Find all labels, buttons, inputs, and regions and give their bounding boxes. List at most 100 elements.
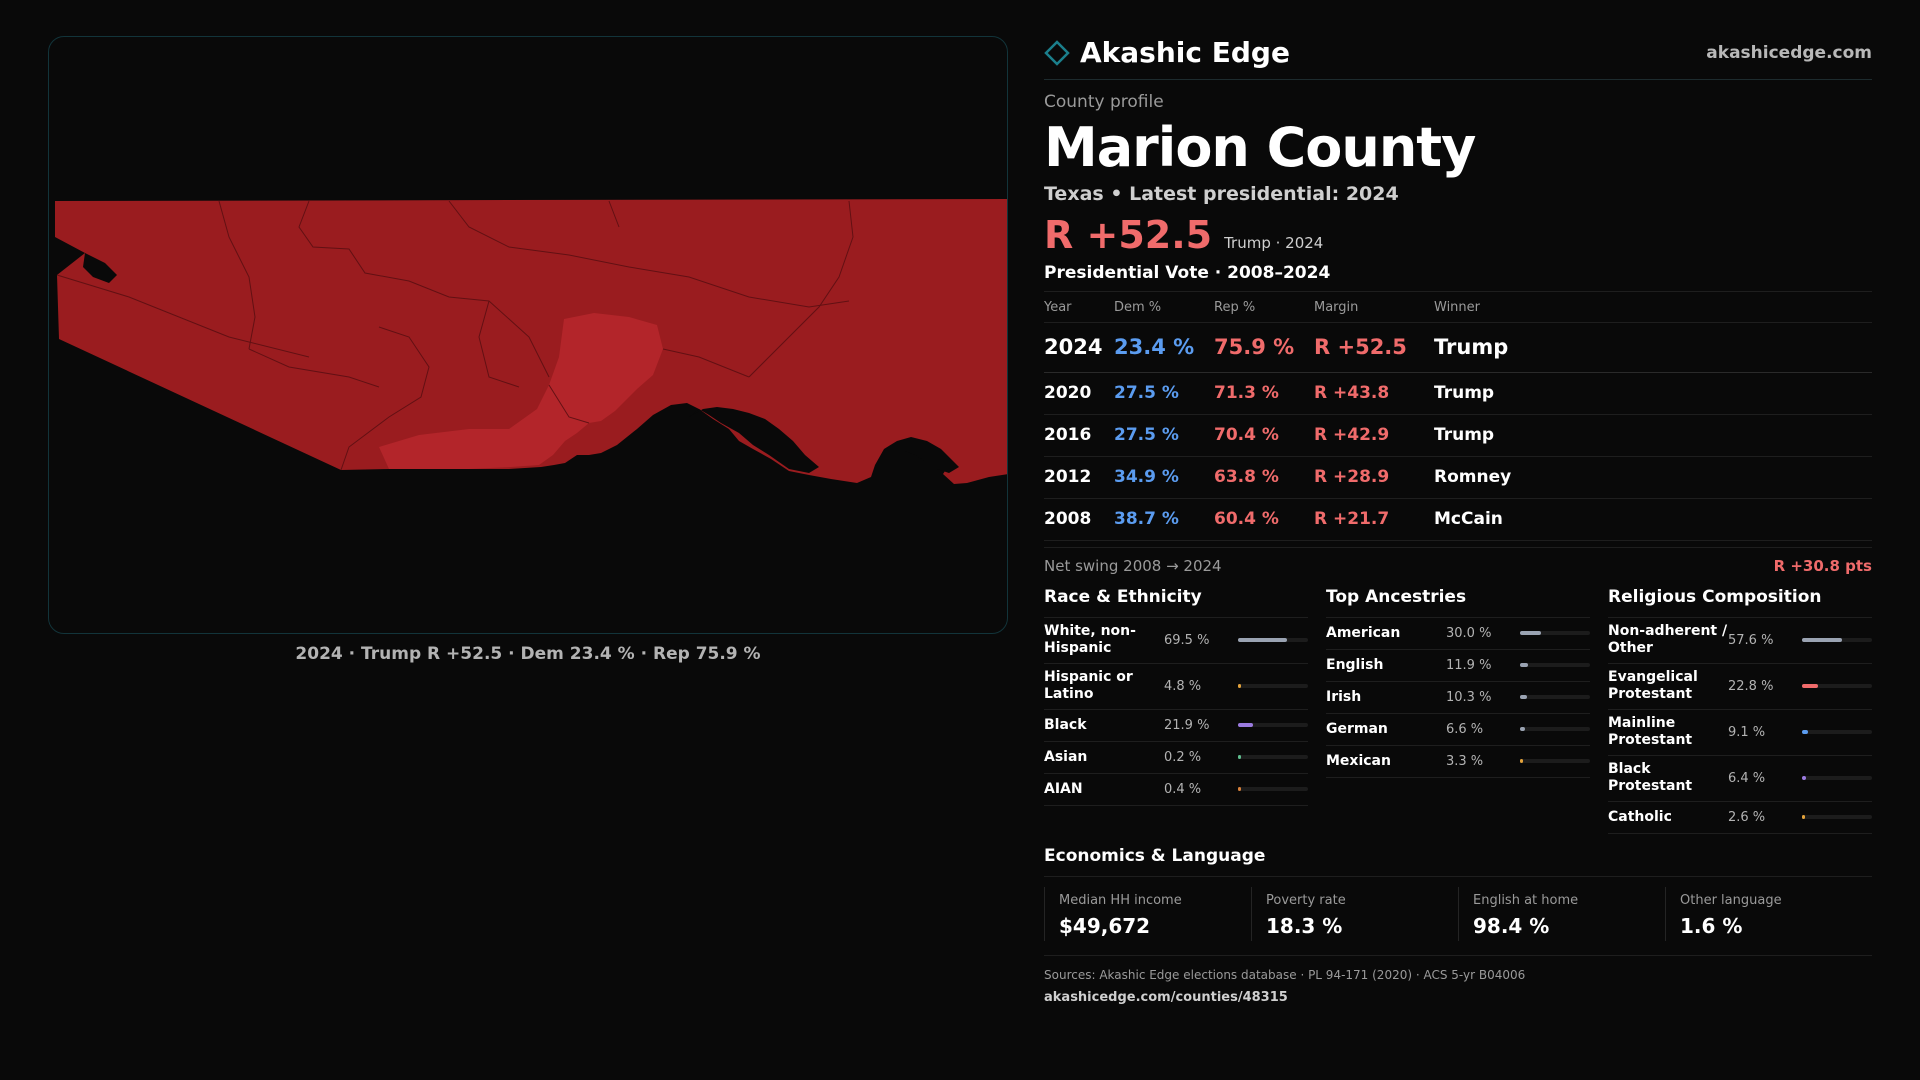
- item-value: 30.0 %: [1446, 625, 1492, 641]
- row-winner: Trump: [1434, 322, 1872, 373]
- ancestry-section-title: Top Ancestries: [1326, 587, 1590, 618]
- item-bar-fill: [1238, 638, 1287, 643]
- row-winner: McCain: [1434, 498, 1872, 541]
- row-margin: R +52.5: [1314, 322, 1434, 373]
- header-year: Year: [1044, 292, 1114, 323]
- econ-label: Median HH income: [1059, 892, 1182, 908]
- item-bar-fill: [1520, 695, 1528, 700]
- row-margin: R +43.8: [1314, 372, 1434, 415]
- brand[interactable]: Akashic Edge: [1044, 36, 1290, 69]
- swing-label: Net swing 2008 → 2024: [1044, 556, 1222, 575]
- header: Akashic Edge akashicedge.com: [1044, 32, 1872, 80]
- list-item: Hispanic or Latino 4.8 %: [1044, 664, 1308, 710]
- shore-water: [897, 437, 959, 473]
- list-item: White, non-Hispanic 69.5 %: [1044, 618, 1308, 664]
- econ-cell-poverty: Poverty rate 18.3 %: [1251, 886, 1458, 941]
- item-bar: [1238, 723, 1308, 728]
- row-winner: Trump: [1434, 372, 1872, 415]
- vote-table: Year Dem % Rep % Margin Winner 2024 23.4…: [1044, 292, 1872, 541]
- row-winner: Trump: [1434, 414, 1872, 457]
- ancestries-section: Top Ancestries American 30.0 % English 11.9…: [1326, 587, 1590, 834]
- item-bar: [1238, 638, 1308, 643]
- county-map[interactable]: [48, 36, 1008, 634]
- item-bar: [1802, 815, 1872, 820]
- item-value: 10.3 %: [1446, 689, 1492, 705]
- row-dem: 38.7 %: [1114, 498, 1214, 541]
- brand-name: Akashic Edge: [1080, 36, 1290, 69]
- item-bar: [1802, 638, 1872, 643]
- row-year: 2020: [1044, 372, 1114, 415]
- item-bar-fill: [1802, 730, 1809, 735]
- econ-label: Other language: [1680, 892, 1782, 908]
- list-item: Mainline Protestant 9.1 %: [1608, 710, 1872, 756]
- item-bar: [1802, 730, 1872, 735]
- list-item: AIAN 0.4 %: [1044, 774, 1308, 806]
- item-bar: [1238, 684, 1308, 689]
- item-bar: [1520, 727, 1590, 732]
- row-rep: 75.9 %: [1214, 322, 1314, 373]
- item-bar-fill: [1802, 776, 1807, 781]
- row-dem: 34.9 %: [1114, 456, 1214, 499]
- header-dem: Dem %: [1114, 292, 1214, 323]
- item-bar: [1238, 787, 1308, 792]
- item-label: Catholic: [1608, 808, 1672, 825]
- item-bar-fill: [1802, 684, 1818, 689]
- row-dem: 27.5 %: [1114, 414, 1214, 457]
- brand-url-link[interactable]: akashicedge.com: [1706, 42, 1872, 63]
- list-item: Mexican 3.3 %: [1326, 746, 1590, 778]
- item-value: 6.4 %: [1728, 770, 1766, 786]
- list-item: Irish 10.3 %: [1326, 682, 1590, 714]
- religion-section-title: Religious Composition: [1608, 587, 1872, 618]
- row-rep: 70.4 %: [1214, 414, 1314, 457]
- row-year: 2008: [1044, 498, 1114, 541]
- row-dem: 23.4 %: [1114, 322, 1214, 373]
- row-year: 2012: [1044, 456, 1114, 499]
- item-label: Mainline Protestant: [1608, 714, 1693, 749]
- header-rep: Rep %: [1214, 292, 1314, 323]
- item-label: Black Protestant: [1608, 760, 1693, 795]
- swing-value: R +30.8 pts: [1773, 556, 1872, 575]
- lake-area-region: [379, 313, 663, 469]
- item-bar: [1520, 631, 1590, 636]
- item-value: 0.2 %: [1164, 749, 1202, 765]
- county-url-link[interactable]: akashicedge.com/counties/48315: [1044, 989, 1288, 1005]
- row-rep: 60.4 %: [1214, 498, 1314, 541]
- row-margin: R +42.9: [1314, 414, 1434, 457]
- item-bar: [1520, 663, 1590, 668]
- item-bar-fill: [1802, 638, 1843, 643]
- row-rep: 71.3 %: [1214, 372, 1314, 415]
- table-row: 2012 34.9 % 63.8 % R +28.9 Romney: [1044, 456, 1872, 499]
- econ-cell-other-language: Other language 1.6 %: [1665, 886, 1872, 941]
- item-bar-fill: [1238, 755, 1241, 760]
- economics-grid: Median HH income $49,672 Poverty rate 18…: [1044, 886, 1872, 941]
- county-map-shape: [55, 199, 1007, 484]
- row-dem: 27.5 %: [1114, 372, 1214, 415]
- table-row: 2008 38.7 % 60.4 % R +21.7 McCain: [1044, 498, 1872, 541]
- item-bar: [1802, 776, 1872, 781]
- diamond-logo-icon: [1044, 39, 1070, 66]
- precinct-lines: [56, 200, 854, 471]
- race-ethnicity-section: Race & Ethnicity White, non-Hispanic 69.5…: [1044, 587, 1308, 834]
- item-bar-fill: [1520, 663, 1529, 668]
- row-margin: R +21.7: [1314, 498, 1434, 541]
- list-item: Non-adherent / Other 57.6 %: [1608, 618, 1872, 664]
- item-label: Non-adherent / Other: [1608, 622, 1728, 657]
- econ-cell-english: English at home 98.4 %: [1458, 886, 1665, 941]
- table-row: 2016 27.5 % 70.4 % R +42.9 Trump: [1044, 414, 1872, 457]
- item-bar-fill: [1238, 787, 1241, 792]
- item-bar-fill: [1802, 815, 1805, 820]
- row-rep: 63.8 %: [1214, 456, 1314, 499]
- vote-table-header: Year Dem % Rep % Margin Winner: [1044, 292, 1872, 323]
- row-margin: R +28.9: [1314, 456, 1434, 499]
- header-margin: Margin: [1314, 292, 1434, 323]
- list-item: Black 21.9 %: [1044, 710, 1308, 742]
- item-value: 21.9 %: [1164, 717, 1210, 733]
- page-title: Marion County: [1044, 116, 1476, 179]
- sources-text: Sources: Akashic Edge elections database…: [1044, 967, 1526, 982]
- item-label: Irish: [1326, 688, 1362, 705]
- econ-value: 98.4 %: [1473, 913, 1550, 938]
- econ-value: 18.3 %: [1266, 913, 1343, 938]
- econ-value: $49,672: [1059, 913, 1151, 938]
- row-year: 2024: [1044, 322, 1114, 373]
- item-label: Black: [1044, 716, 1087, 733]
